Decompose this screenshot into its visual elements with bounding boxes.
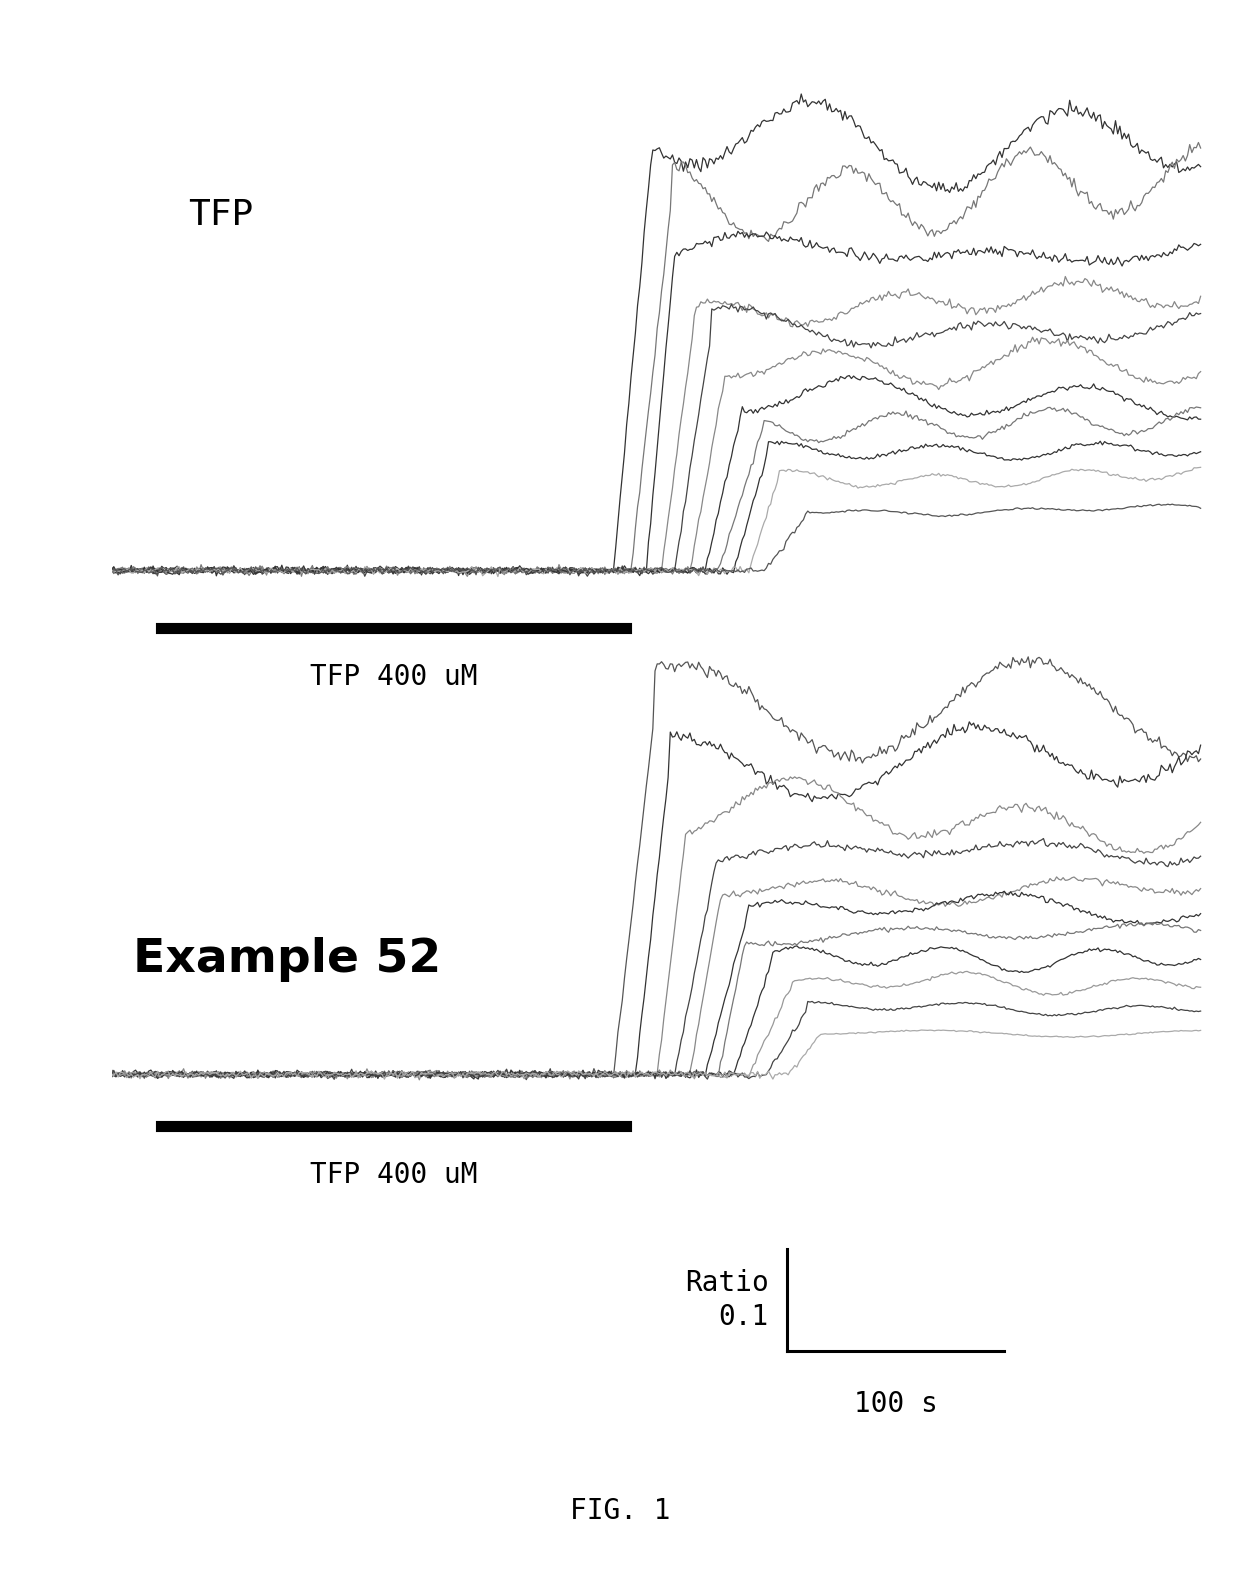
- Text: Example 52: Example 52: [134, 936, 441, 982]
- Text: FIG. 1: FIG. 1: [569, 1497, 671, 1525]
- Text: TFP 400 uM: TFP 400 uM: [310, 1161, 477, 1189]
- Text: TFP 400 uM: TFP 400 uM: [310, 663, 477, 691]
- Text: Ratio
0.1: Ratio 0.1: [684, 1269, 769, 1331]
- Text: TFP: TFP: [188, 198, 253, 231]
- Text: 100 s: 100 s: [854, 1390, 937, 1419]
